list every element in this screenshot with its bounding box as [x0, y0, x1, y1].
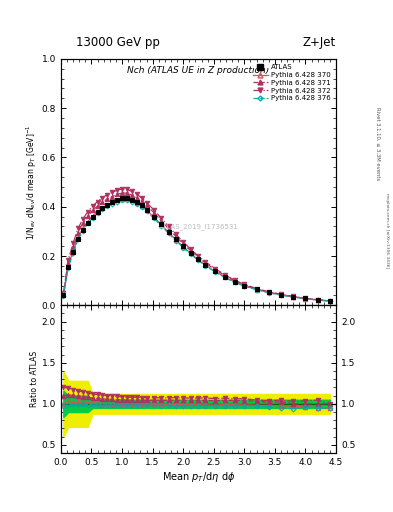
Text: Nch (ATLAS UE in Z production): Nch (ATLAS UE in Z production)	[127, 66, 270, 75]
Text: 13000 GeV pp: 13000 GeV pp	[76, 36, 160, 49]
Text: ATLAS_2019_I1736531: ATLAS_2019_I1736531	[158, 223, 239, 230]
Text: mcplots.cern.ch [arXiv:1306.3436]: mcplots.cern.ch [arXiv:1306.3436]	[385, 193, 389, 268]
Text: Rivet 3.1.10, ≥ 3.3M events: Rivet 3.1.10, ≥ 3.3M events	[376, 106, 380, 180]
Y-axis label: 1/N$_{ev}$ dN$_{ev}$/d mean p$_T$ [GeV]$^{-1}$: 1/N$_{ev}$ dN$_{ev}$/d mean p$_T$ [GeV]$…	[24, 124, 39, 240]
Y-axis label: Ratio to ATLAS: Ratio to ATLAS	[30, 351, 39, 407]
Legend: ATLAS, Pythia 6.428 370, Pythia 6.428 371, Pythia 6.428 372, Pythia 6.428 376: ATLAS, Pythia 6.428 370, Pythia 6.428 37…	[251, 62, 332, 103]
Text: Z+Jet: Z+Jet	[303, 36, 336, 49]
X-axis label: Mean $p_{T}$/d$\eta$ d$\phi$: Mean $p_{T}$/d$\eta$ d$\phi$	[162, 470, 235, 484]
